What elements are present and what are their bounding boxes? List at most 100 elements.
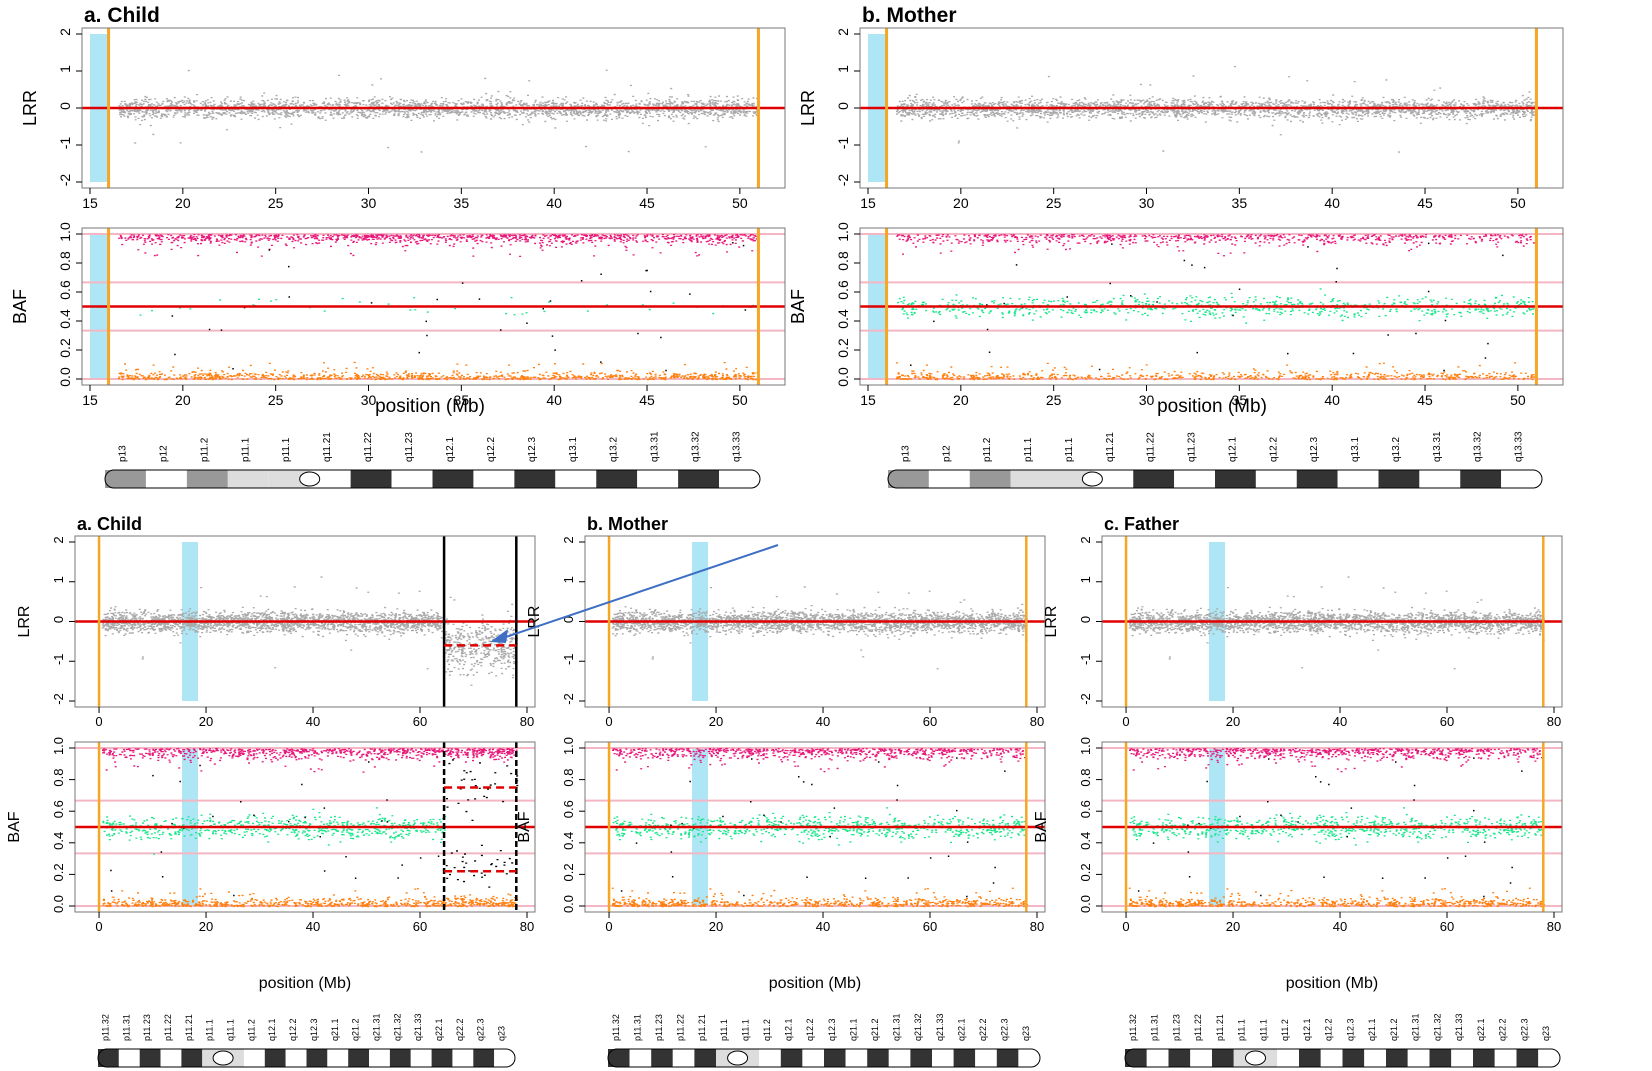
ideogram-band (391, 470, 433, 488)
baf-points-high (102, 748, 518, 773)
band-label: q13.33 (732, 431, 743, 462)
x-tick-label: 80 (520, 919, 534, 934)
y-tick-label: 0.2 (835, 338, 851, 358)
band-label: p11.23 (142, 1014, 152, 1041)
ideogram-band (243, 1049, 265, 1067)
ideogram-band (1190, 1049, 1212, 1067)
ideogram-band (227, 470, 269, 488)
band-label: p11.1 (1023, 437, 1034, 462)
y-tick-label: -1 (835, 137, 851, 150)
plot-frame (859, 227, 1564, 386)
x-tick-label: 45 (639, 195, 655, 211)
ideogram-band (1419, 470, 1461, 488)
lrr-plot: -2 -1 0 1 2 LRR 0 20 40 60 80 (526, 535, 1046, 729)
y-axis-label: LRR (798, 90, 818, 126)
band-label: q13.1 (1350, 437, 1361, 462)
x-tick-label: 35 (454, 392, 470, 408)
x-tick-label: 25 (268, 195, 284, 211)
y-tick-label: 2 (561, 536, 576, 543)
ideogram-band (139, 1049, 161, 1067)
y-tick-label: -1 (57, 137, 73, 150)
x-tick-label: 15 (82, 195, 98, 211)
band-label: q13.2 (1391, 437, 1402, 462)
x-tick-label: 40 (1333, 919, 1347, 934)
ideogram-band (1320, 1049, 1343, 1067)
ideogram-band (1092, 470, 1134, 488)
y-tick-label: 1 (57, 65, 73, 73)
y-tick-label: 1.0 (561, 737, 576, 755)
ideogram-band (410, 1049, 432, 1067)
band-label: q12.1 (784, 1018, 794, 1041)
ideogram-band (1174, 470, 1215, 488)
x-tick-label: 20 (1226, 919, 1240, 934)
y-tick-label: 0.0 (1078, 895, 1093, 913)
y-tick-label: 0 (51, 616, 66, 623)
ideogram-band (888, 1049, 911, 1067)
band-label: p11.21 (1215, 1014, 1225, 1041)
x-tick-label: 60 (923, 714, 937, 729)
band-label: p11.1 (719, 1019, 729, 1041)
band-label: q21.32 (1432, 1013, 1442, 1041)
band-label: q21.1 (848, 1018, 858, 1041)
ideogram-band (473, 470, 515, 488)
ideogram-band (1051, 470, 1093, 488)
band-label: p11.31 (1150, 1014, 1160, 1041)
y-tick-label: -2 (835, 174, 851, 187)
y-axis-label: BAF (6, 811, 23, 842)
band-label: q11.2 (1280, 1019, 1290, 1041)
y-tick-label: 1 (1078, 576, 1093, 583)
band-label: q12.3 (309, 1018, 319, 1041)
band-label: q12.1 (1227, 437, 1238, 462)
y-tick-label: 0 (835, 102, 851, 110)
ideogram-band (389, 1049, 411, 1067)
band-label: q12.2 (805, 1018, 815, 1041)
band-label: q12.3 (1345, 1018, 1355, 1041)
baf-points-high (612, 748, 1026, 773)
band-label: q21.2 (870, 1018, 880, 1041)
band-label: p11.23 (1171, 1014, 1181, 1041)
chromosome-ideogram: p13 p12 p11.2 p11.1 p11.1 q11.21 q11.22 q11.23 q… (887, 431, 1543, 489)
ideogram-band (629, 1049, 652, 1067)
x-tick-label: 45 (1417, 195, 1433, 211)
band-label: p13 (900, 445, 911, 462)
ideogram-band (1516, 1049, 1539, 1067)
band-label: q11.1 (740, 1019, 750, 1041)
ideogram-band (1215, 470, 1256, 488)
x-tick-label: 40 (816, 919, 830, 934)
y-tick-label: 1.0 (51, 737, 66, 755)
baf-points-low (102, 888, 519, 908)
y-tick-label: 1.0 (835, 222, 851, 242)
y-tick-label: 2 (57, 28, 73, 36)
y-axis-label: LRR (20, 90, 40, 126)
x-tick-label: 0 (1122, 919, 1129, 934)
x-tick-label: 20 (175, 392, 191, 408)
x-tick-label: 0 (605, 714, 612, 729)
ideogram-band (1277, 1049, 1299, 1067)
band-label: q11.22 (363, 432, 374, 462)
plot-frame (584, 741, 1046, 913)
band-label: q11.1 (1258, 1019, 1268, 1041)
ideogram-band (824, 1049, 846, 1067)
band-label: p11.2 (199, 437, 210, 462)
band-label: q12.3 (827, 1018, 837, 1041)
centromere (1245, 1050, 1266, 1066)
band-label: q22.1 (1476, 1018, 1486, 1041)
x-tick-label: 25 (268, 392, 284, 408)
band-label: q12.1 (1302, 1018, 1312, 1041)
band-label: p11.32 (1128, 1014, 1138, 1041)
band-label: p11.21 (697, 1014, 707, 1041)
baf-points-high (896, 234, 1535, 257)
ideogram-band (1386, 1049, 1408, 1067)
y-axis-label: BAF (788, 289, 808, 324)
ideogram-outline (104, 469, 761, 489)
band-label: q11.1 (226, 1019, 236, 1041)
y-tick-label: 2 (1078, 536, 1093, 543)
panel-title: a. Child (84, 4, 160, 27)
band-label: q11.2 (246, 1019, 256, 1041)
ideogram-band (651, 1049, 673, 1067)
baf-points-low (118, 361, 759, 381)
chromosome-ideogram: p11.32 p11.31 p11.23 p11.22 p11.21 p11.1 q11.1… (1124, 1013, 1561, 1068)
band-label: p11.31 (121, 1014, 131, 1041)
y-axis-label: BAF (1033, 811, 1050, 842)
band-label: q21.32 (392, 1013, 402, 1041)
